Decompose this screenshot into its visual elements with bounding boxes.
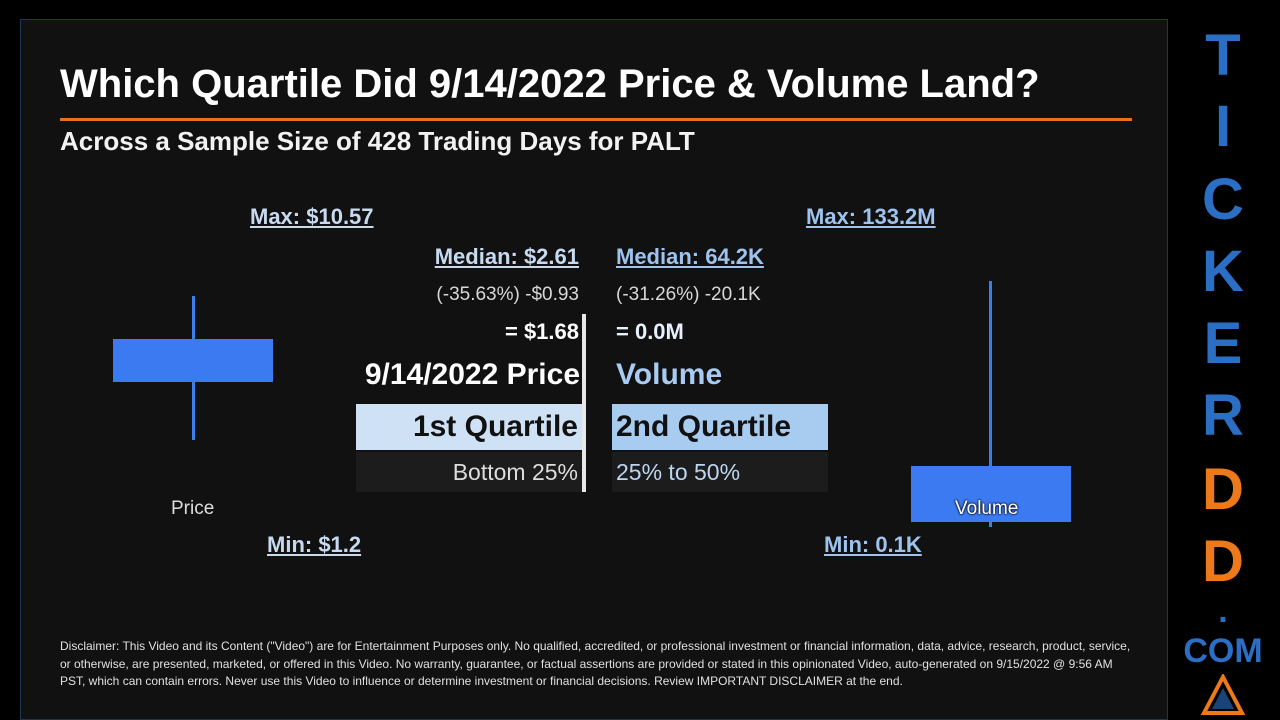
title-underline: [60, 118, 1132, 121]
price-change: (-35.63%) -$0.93: [436, 284, 579, 305]
warning-triangle-logo-icon: [1201, 674, 1245, 715]
price-box: [113, 339, 273, 382]
brand-dot: .: [1218, 592, 1228, 630]
brand-letter-c: C: [1202, 167, 1244, 232]
brand-letter-e: E: [1203, 311, 1243, 376]
volume-quartile-box: 2nd Quartile: [612, 404, 828, 450]
center-divider: [582, 314, 586, 492]
brand-com: COM: [1183, 632, 1263, 670]
price-min-label: Min: $1.2: [267, 532, 362, 557]
brand-letter-r: R: [1202, 383, 1244, 448]
volume-result: = 0.0M: [616, 319, 684, 344]
brand-letter-i: I: [1214, 94, 1232, 159]
volume-heading: Volume: [616, 358, 723, 391]
price-result: = $1.68: [504, 319, 579, 344]
volume-max-label: Max: 133.2M: [806, 204, 936, 229]
price-quartile-box: 1st Quartile: [356, 404, 582, 450]
price-max-label: Max: $10.57: [250, 204, 374, 229]
slide-title: Which Quartile Did 9/14/2022 Price & Vol…: [60, 62, 1040, 106]
price-heading: 9/14/2022 Price: [364, 358, 580, 391]
price-range: Bottom 25%: [356, 452, 582, 492]
volume-change: (-31.26%) -20.1K: [616, 284, 761, 305]
volume-caption: Volume: [955, 498, 1019, 519]
price-median-label: Median: $2.61: [434, 244, 579, 269]
price-caption: Price: [171, 498, 215, 519]
volume-min-label: Min: 0.1K: [824, 532, 922, 557]
brand-letter-t: T: [1205, 23, 1241, 88]
volume-median-label: Median: 64.2K: [616, 244, 764, 269]
disclaimer-text: Disclaimer: This Video and its Content (…: [60, 639, 1131, 688]
volume-box: [911, 466, 1071, 522]
volume-wick: [989, 281, 992, 527]
brand-letter-d1: D: [1202, 457, 1244, 522]
volume-range: 25% to 50%: [612, 452, 828, 492]
brand-letter-d2: D: [1202, 529, 1244, 594]
slide-subtitle: Across a Sample Size of 428 Trading Days…: [60, 126, 695, 156]
price-heading-clip: 9/14/2022 Price: [354, 356, 580, 400]
brand-letter-k: K: [1202, 239, 1244, 304]
